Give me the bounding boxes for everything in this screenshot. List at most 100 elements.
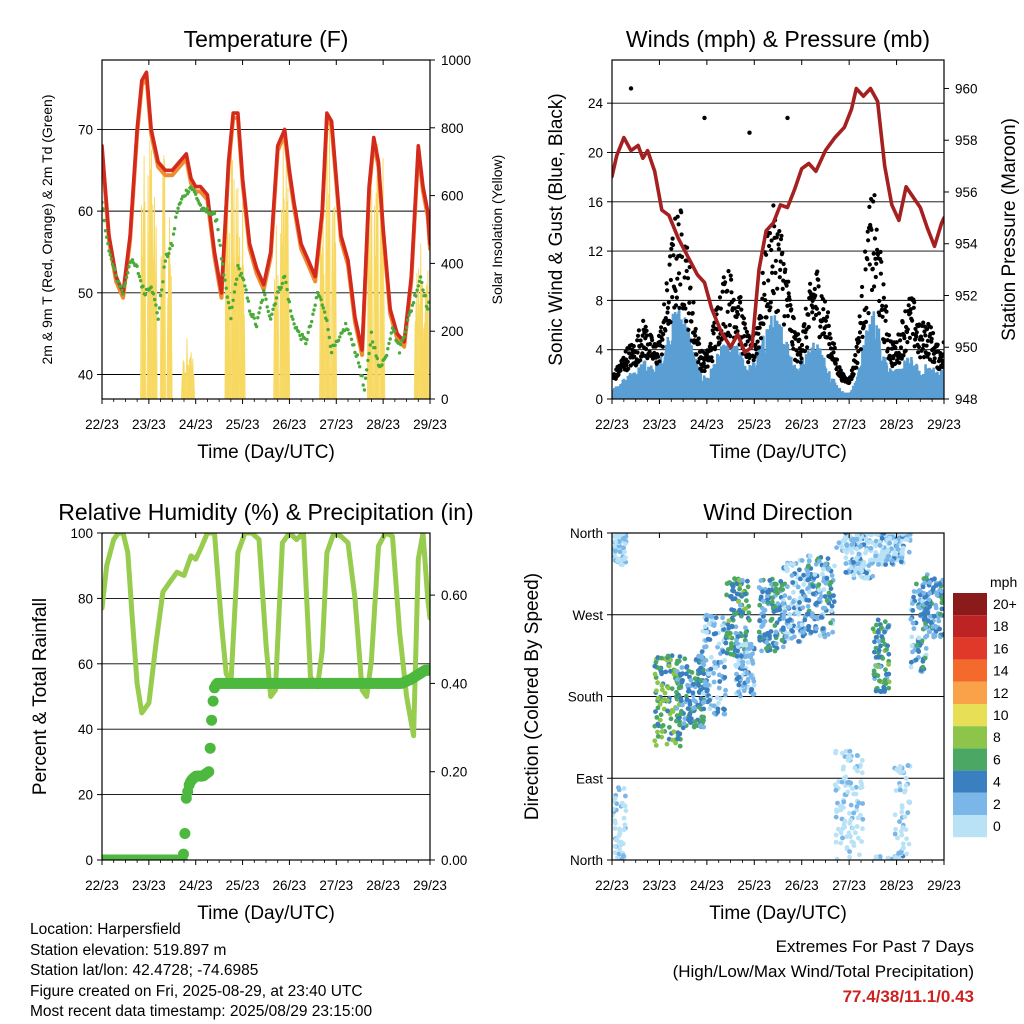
x-tick-label: 28/23 [880, 878, 914, 893]
direction-point [685, 706, 691, 711]
direction-point [748, 641, 754, 647]
dewpoint-point [141, 284, 145, 288]
direction-point [620, 533, 626, 537]
y2-axis-label: Solar Insolation (Yellow) [489, 155, 505, 305]
dewpoint-point [256, 316, 260, 320]
direction-point [841, 821, 847, 827]
dewpoint-point [127, 265, 131, 269]
y-tick-label: 80 [78, 591, 93, 606]
extremes-values: 77.4/38/11.1/0.43 [842, 987, 974, 1006]
legend-label: 0 [993, 818, 1001, 834]
dewpoint-point [279, 285, 283, 290]
direction-point [652, 671, 658, 677]
gust-point [761, 321, 766, 327]
dewpoint-point [358, 365, 362, 369]
direction-point [692, 676, 698, 681]
solar-spike [328, 127, 331, 399]
direction-point [899, 555, 905, 561]
direction-point [805, 611, 810, 617]
direction-point [739, 633, 745, 639]
direction-point [860, 816, 866, 822]
chart-title: Wind Direction [703, 499, 853, 525]
gust-point [685, 276, 691, 281]
solar-spike [279, 233, 283, 399]
x-tick-label: 25/23 [737, 878, 771, 893]
direction-point [879, 634, 885, 639]
solar-spike [287, 292, 291, 399]
dewpoint-point [314, 296, 319, 300]
direction-point [711, 623, 717, 628]
gust-point [647, 341, 653, 347]
dewpoint-point [225, 295, 229, 299]
direction-point [874, 622, 879, 628]
direction-point [854, 536, 860, 542]
dewpoint-point [312, 308, 316, 312]
dewpoint-point [236, 263, 240, 268]
direction-point [616, 533, 622, 539]
dewpoint-point [375, 356, 379, 361]
direction-point [843, 748, 849, 754]
direction-point [831, 593, 836, 598]
direction-point [885, 855, 891, 860]
dewpoint-point [154, 303, 158, 307]
direction-point [908, 659, 914, 665]
dewpoint-point [110, 262, 115, 266]
gust-point [811, 316, 817, 321]
gust-point [711, 331, 716, 336]
gust-point [786, 279, 791, 284]
gust-point [656, 354, 661, 359]
direction-point [895, 835, 900, 841]
direction-point [834, 807, 839, 813]
direction-point [698, 653, 704, 658]
direction-point [882, 619, 888, 625]
direction-point [920, 658, 926, 664]
wind-direction-series [612, 533, 944, 860]
gust-point [675, 214, 680, 219]
direction-point [722, 692, 728, 698]
gust-point [636, 328, 642, 333]
gust-point [644, 328, 649, 333]
x-tick-label: 26/23 [785, 417, 819, 432]
direction-point [899, 832, 905, 838]
dewpoint-point [258, 306, 262, 310]
gust-point [755, 339, 760, 344]
gust-point [778, 267, 783, 272]
gust-point [689, 319, 694, 324]
dewpoint-point [205, 206, 210, 211]
direction-point [622, 549, 627, 555]
direction-point [846, 757, 852, 763]
gust-point [694, 352, 699, 357]
direction-point [733, 624, 739, 630]
y2-tick-label: 954 [955, 237, 978, 252]
direction-point [756, 585, 762, 590]
gust-point [823, 318, 829, 323]
legend-label: 12 [993, 685, 1009, 701]
direction-point [825, 556, 831, 561]
dewpoint-point [116, 279, 121, 284]
dewpoint-point [356, 361, 361, 365]
dewpoint-point [415, 288, 419, 292]
gust-point [770, 264, 775, 269]
dewpoint-point [103, 229, 108, 233]
gust-point [822, 299, 828, 304]
direction-point [936, 618, 942, 624]
dewpoint-point [327, 335, 331, 340]
direction-point [801, 582, 807, 587]
gust-point [871, 199, 876, 204]
precipitation-point [206, 714, 218, 726]
gust-point [777, 275, 782, 280]
direction-point [741, 688, 747, 694]
plot-area [612, 86, 944, 399]
direction-point [931, 632, 937, 638]
direction-point [729, 615, 735, 621]
precipitation-point [179, 828, 191, 839]
direction-point [773, 586, 779, 592]
dewpoint-point [308, 324, 313, 328]
direction-point [820, 571, 825, 577]
direction-point [655, 729, 660, 735]
x-tick-label: 28/23 [366, 417, 400, 432]
direction-point [721, 711, 727, 717]
dewpoint-point [121, 292, 125, 296]
direction-point [838, 807, 844, 813]
direction-point [937, 626, 942, 632]
